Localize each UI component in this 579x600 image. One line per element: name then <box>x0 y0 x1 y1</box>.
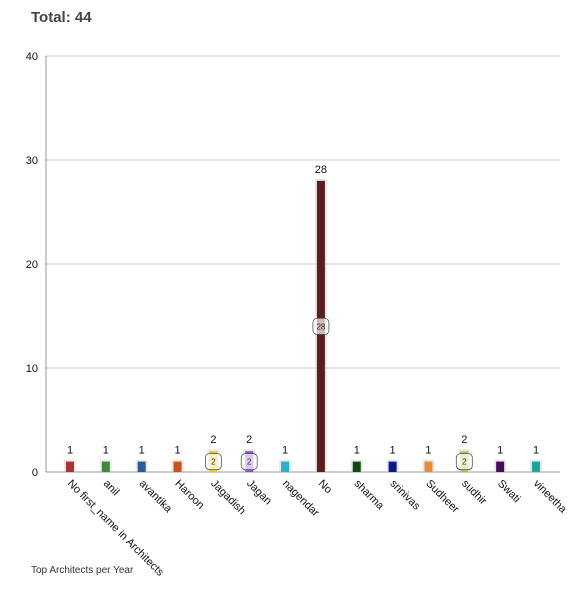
data-label: 1 <box>354 445 360 457</box>
inner-label-box <box>204 453 222 471</box>
data-label: 1 <box>103 445 109 457</box>
bar <box>352 461 361 472</box>
x-tick-label: sudhir <box>459 478 489 508</box>
x-tick-label: sharma <box>352 478 387 513</box>
bar-group: 22 <box>240 434 258 472</box>
data-label: 1 <box>282 445 288 457</box>
bar-group: 1 <box>530 445 542 472</box>
inner-value-label: 2 <box>462 458 467 467</box>
bar-group: 1 <box>279 445 292 472</box>
bar-group: 1 <box>422 445 435 472</box>
data-label: 1 <box>67 445 73 457</box>
x-tick-label: No <box>316 478 334 496</box>
x-tick-label: Sudheer <box>423 478 461 516</box>
bar-group: 1 <box>64 445 76 472</box>
x-tick-label: anil <box>101 478 122 499</box>
bar-group: 1 <box>171 445 184 472</box>
bar-group: 1 <box>99 445 112 472</box>
bar-group: 1 <box>494 445 507 472</box>
x-tick-label: vineetha <box>531 478 570 517</box>
bar <box>101 461 110 472</box>
bar-group: 28 28 <box>312 164 330 473</box>
data-label: 1 <box>390 445 396 457</box>
bar-group: 22 <box>455 434 473 472</box>
y-tick-label: 30 <box>26 155 38 167</box>
x-tick-label: Haroon <box>172 478 206 512</box>
y-tick-label: 10 <box>26 363 38 375</box>
bar <box>424 461 433 472</box>
bar <box>388 461 397 472</box>
inner-value-label: 2 <box>211 458 216 467</box>
bar <box>532 461 540 472</box>
x-tick-label: srinivas <box>387 478 422 513</box>
bar <box>137 461 146 472</box>
bar-group: 22 <box>204 434 222 472</box>
y-tick-label: 0 <box>32 467 38 479</box>
data-label: 1 <box>139 445 145 457</box>
x-tick-label: Jagadish <box>208 478 248 518</box>
bar <box>66 461 74 472</box>
inner-value-label: 2 <box>247 458 252 467</box>
inner-value-label: 28 <box>316 322 325 331</box>
bar-group: 1 <box>135 445 148 472</box>
data-label: 2 <box>210 434 216 446</box>
data-label: 2 <box>246 434 252 446</box>
bar <box>496 461 505 472</box>
data-label: 28 <box>315 164 327 176</box>
inner-label-box <box>455 453 473 471</box>
bar-group: 1 <box>350 445 363 472</box>
y-tick-label: 20 <box>26 259 38 271</box>
x-tick-label: nagendar <box>280 478 322 520</box>
chart-caption: Top Architects per Year <box>31 565 134 576</box>
data-label: 1 <box>497 445 503 457</box>
bar-group: 1 <box>386 445 399 472</box>
data-label: 1 <box>174 445 180 457</box>
y-tick-label: 40 <box>26 51 38 63</box>
x-tick-label: avantika <box>137 478 175 516</box>
x-tick-label: Jagan <box>244 478 274 508</box>
total-title: Total: 44 <box>31 9 92 26</box>
y-axis: 0 10 20 30 40 <box>26 51 47 479</box>
grid-lines <box>46 55 560 473</box>
data-label: 1 <box>533 445 539 457</box>
inner-label-box <box>312 317 330 335</box>
x-tick-label: Swati <box>495 478 523 506</box>
bar <box>281 461 290 472</box>
bar <box>173 461 182 472</box>
data-label: 2 <box>461 434 467 446</box>
data-label: 1 <box>425 445 431 457</box>
inner-label-box <box>240 453 258 471</box>
